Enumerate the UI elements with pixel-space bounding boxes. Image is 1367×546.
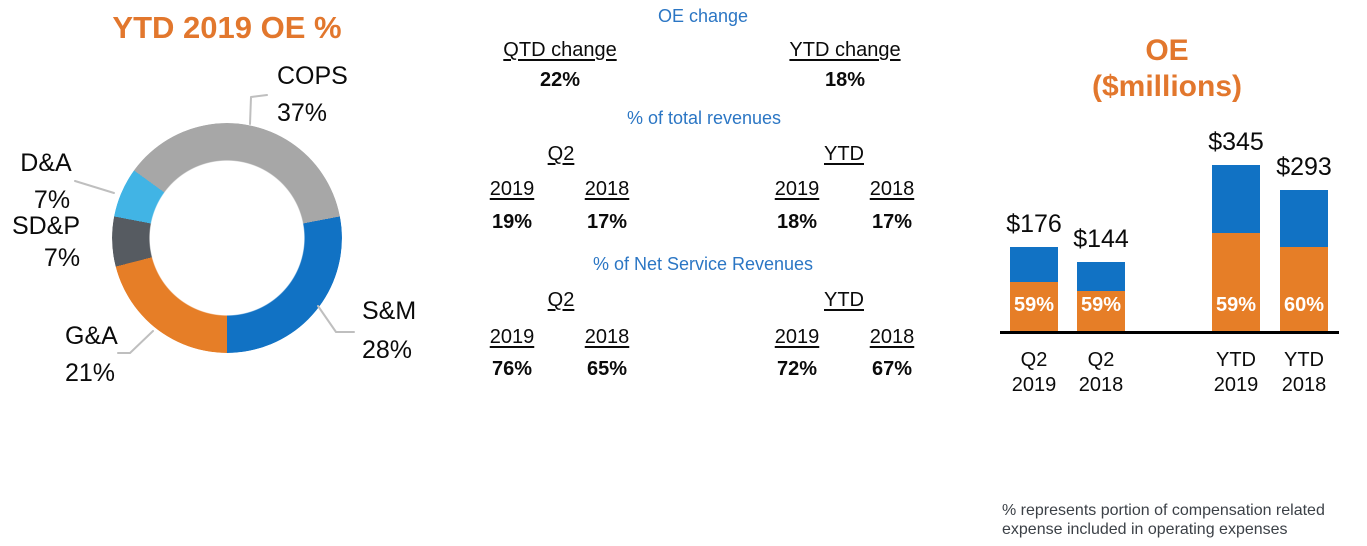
footnote: % represents portion of compensation rel…	[1002, 501, 1352, 539]
q2-header: Q2	[547, 289, 575, 311]
year-header: 2019	[774, 326, 820, 348]
year-header: 2019	[489, 178, 535, 200]
table-value: 18%	[776, 211, 818, 233]
x-axis-line	[1000, 331, 1339, 334]
bar: 59%	[1212, 165, 1260, 332]
bar-group: $144 59% Q2 2018	[1073, 139, 1129, 396]
bar-orange-segment	[1010, 281, 1058, 332]
year-header: 2019	[774, 178, 820, 200]
bar-pct-label: 59%	[1215, 294, 1257, 316]
donut-label-da: D&A	[20, 149, 72, 177]
qtd-change-header: QTD change	[503, 39, 617, 61]
bar-category-line1: Q2	[1087, 349, 1115, 371]
bar-pct-label: 60%	[1283, 294, 1325, 316]
ytd-header: YTD	[824, 289, 864, 311]
bar-group: $176 59% Q2 2019	[1006, 139, 1062, 396]
ytd-header: YTD	[824, 143, 864, 165]
table-value: 76%	[491, 358, 533, 380]
ytd-change-header: YTD change	[789, 39, 901, 61]
donut-pct-sm: 28%	[362, 336, 413, 364]
bar-category-line2: 2019	[1011, 374, 1057, 396]
q2-header: Q2	[547, 143, 575, 165]
bar-category-line1: YTD	[1216, 349, 1256, 371]
leader-line-sm	[317, 305, 355, 333]
bar-chart-title-line2: ($millions)	[1091, 70, 1242, 103]
bar-total-label: $345	[1208, 128, 1264, 156]
year-header: 2018	[584, 326, 630, 348]
table-value: 67%	[871, 358, 913, 380]
bar-category-line1: YTD	[1284, 349, 1324, 371]
total-revenues-title: % of total revenues	[626, 108, 782, 128]
table-value: 19%	[491, 211, 533, 233]
bar-total-label: $293	[1276, 153, 1332, 181]
bar-total-label: $176	[1006, 210, 1062, 238]
bar-total-label: $144	[1073, 225, 1129, 253]
year-header: 2018	[584, 178, 630, 200]
bar-group: $293 60% YTD 2018	[1276, 139, 1332, 396]
bar-orange-segment	[1212, 233, 1260, 332]
donut-chart-title: YTD 2019 OE %	[112, 10, 342, 45]
bars-area: $176 59% Q2 2019 $144 59% Q2 2018	[1000, 128, 1339, 396]
bar-category-line2: 2018	[1281, 374, 1327, 396]
bar-group: $345 59% YTD 2019	[1208, 128, 1264, 396]
table-value: 17%	[586, 211, 628, 233]
table-title: OE change	[657, 6, 749, 26]
donut-pct-sdp: 7%	[43, 244, 81, 272]
net-service-revenues-title: % of Net Service Revenues	[592, 254, 814, 274]
bar-category-line2: 2018	[1078, 374, 1124, 396]
donut-label-sdp: SD&P	[11, 212, 81, 240]
table-value: 65%	[586, 358, 628, 380]
bar: 60%	[1280, 190, 1328, 332]
bar-category-label: YTD 2019	[1196, 348, 1276, 398]
bar-orange-segment	[1280, 246, 1328, 332]
bar-pct-label: 59%	[1080, 294, 1122, 316]
bar-chart-title-line1: OE	[1145, 34, 1189, 67]
bar-category-line1: Q2	[1020, 349, 1048, 371]
leader-line-ga	[117, 330, 154, 354]
footnote-line1: % represents portion of compensation rel…	[1002, 502, 1325, 519]
donut-label-ga: G&A	[65, 322, 118, 350]
table-value: 72%	[776, 358, 818, 380]
bar-category-label: YTD 2018	[1264, 348, 1344, 398]
year-header: 2019	[489, 326, 535, 348]
bar-orange-segment	[1077, 290, 1125, 332]
bar: 59%	[1010, 247, 1058, 332]
table-value: 17%	[871, 211, 913, 233]
ytd-change-value: 18%	[824, 69, 866, 91]
donut-pct-ga: 21%	[65, 359, 116, 387]
bar-category-label: Q2 2019	[994, 348, 1074, 398]
donut-pct-cops: 37%	[277, 99, 328, 127]
bar-pct-label: 59%	[1013, 294, 1055, 316]
donut-ring	[112, 123, 342, 353]
year-header: 2018	[869, 178, 915, 200]
qtd-change-value: 22%	[539, 69, 581, 91]
leader-line-cops	[249, 94, 268, 125]
bar-category-label: Q2 2018	[1061, 348, 1141, 398]
bar-chart-title: OE ($millions)	[1047, 33, 1287, 105]
donut-pct-da: 7%	[33, 186, 71, 214]
year-header: 2018	[869, 326, 915, 348]
bar-category-line2: 2019	[1213, 374, 1259, 396]
donut-label-cops: COPS	[277, 62, 348, 90]
bar: 59%	[1077, 262, 1125, 332]
footnote-line2: expense included in operating expenses	[1002, 521, 1288, 538]
donut-label-sm: S&M	[362, 297, 417, 325]
